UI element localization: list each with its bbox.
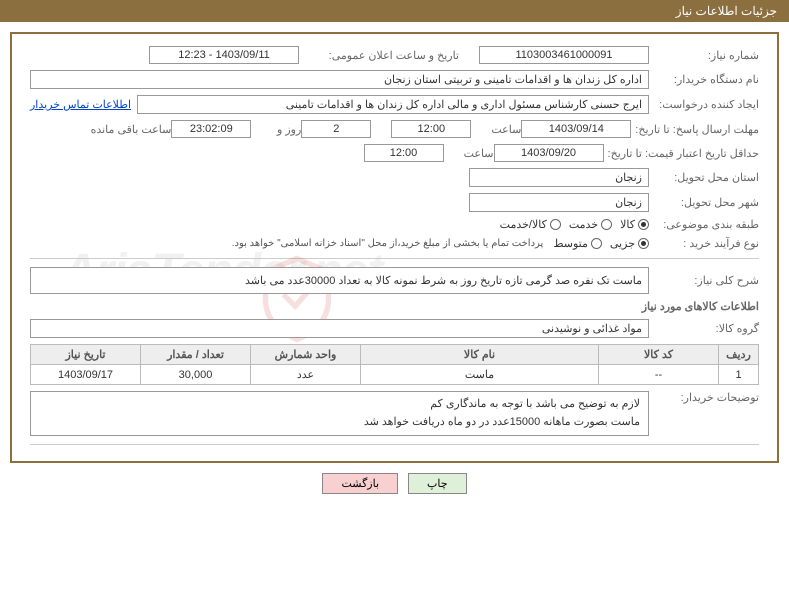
- radio-khedmat-label: خدمت: [569, 218, 598, 231]
- time-label-2: ساعت: [444, 147, 494, 160]
- th-row: ردیف: [719, 345, 759, 365]
- desc-field: ماست تک نفره صد گرمی تازه تاریخ روز به ش…: [30, 267, 649, 294]
- cell-code: --: [599, 365, 719, 385]
- requester-field: ایرج حسنی کارشناس مسئول اداری و مالی ادا…: [137, 95, 649, 114]
- goods-group-field: مواد غذائی و نوشیدنی: [30, 319, 649, 338]
- radio-kala-khedmat[interactable]: کالا/خدمت: [500, 218, 561, 231]
- goods-group-label: گروه کالا:: [649, 322, 759, 335]
- th-unit: واحد شمارش: [251, 345, 361, 365]
- city-field: زنجان: [469, 193, 649, 212]
- items-table: ردیف کد کالا نام کالا واحد شمارش تعداد /…: [30, 344, 759, 385]
- radio-kala-label: کالا: [620, 218, 635, 231]
- radio-jozei-label: جزیی: [610, 237, 635, 250]
- page-header: جزئیات اطلاعات نیاز: [0, 0, 789, 22]
- table-row: 1 -- ماست عدد 30,000 1403/09/17: [31, 365, 759, 385]
- category-radio-group: کالا خدمت کالا/خدمت: [500, 218, 649, 231]
- cell-qty: 30,000: [141, 365, 251, 385]
- th-qty: تعداد / مقدار: [141, 345, 251, 365]
- buyer-notes-line2: ماست بصورت ماهانه 15000عدد در دو ماه دری…: [39, 414, 640, 432]
- price-valid-time-field: 12:00: [364, 144, 444, 162]
- contact-link[interactable]: اطلاعات تماس خریدار: [30, 98, 131, 111]
- announce-field: 1403/09/11 - 12:23: [149, 46, 299, 64]
- req-number-label: شماره نیاز:: [649, 49, 759, 62]
- price-valid-label: حداقل تاریخ اعتبار قیمت: تا تاریخ:: [604, 147, 759, 160]
- cell-unit: عدد: [251, 365, 361, 385]
- buyer-notes-line1: لازم به توضیح می باشد با توجه به ماندگار…: [39, 396, 640, 414]
- print-button[interactable]: چاپ: [408, 473, 467, 494]
- table-header-row: ردیف کد کالا نام کالا واحد شمارش تعداد /…: [31, 345, 759, 365]
- time-label-1: ساعت: [471, 123, 521, 136]
- buyer-notes-label: توضیحات خریدار:: [649, 391, 759, 404]
- buyer-org-field: اداره کل زندان ها و اقدامات تامینی و ترب…: [30, 70, 649, 89]
- city-label: شهر محل تحویل:: [649, 196, 759, 209]
- main-form: AriaTender.net شماره نیاز: 1103003461000…: [10, 32, 779, 463]
- th-date: تاریخ نیاز: [31, 345, 141, 365]
- th-name: نام کالا: [361, 345, 599, 365]
- th-code: کد کالا: [599, 345, 719, 365]
- payment-note: پرداخت تمام یا بخشی از مبلغ خرید،از محل …: [232, 238, 544, 249]
- footer-buttons: چاپ بازگشت: [0, 473, 789, 494]
- separator-1: [30, 258, 759, 259]
- remaining-label: ساعت باقی مانده: [81, 123, 171, 136]
- buyer-notes-box: لازم به توضیح می باشد با توجه به ماندگار…: [30, 391, 649, 436]
- category-label: طبقه بندی موضوعی:: [649, 218, 759, 231]
- back-button[interactable]: بازگشت: [322, 473, 398, 494]
- radio-motavaset-label: متوسط: [553, 237, 588, 250]
- province-field: زنجان: [469, 168, 649, 187]
- desc-label: شرح کلی نیاز:: [649, 274, 759, 287]
- radio-khedmat[interactable]: خدمت: [569, 218, 612, 231]
- deadline-send-label: مهلت ارسال پاسخ: تا تاریخ:: [631, 123, 759, 136]
- requester-label: ایجاد کننده درخواست:: [649, 98, 759, 111]
- deadline-date-field: 1403/09/14: [521, 120, 631, 138]
- cell-name: ماست: [361, 365, 599, 385]
- req-number-field: 1103003461000091: [479, 46, 649, 64]
- radio-motavaset[interactable]: متوسط: [553, 237, 602, 250]
- announce-label: تاریخ و ساعت اعلان عمومی:: [299, 49, 459, 62]
- radio-kala[interactable]: کالا: [620, 218, 649, 231]
- cell-date: 1403/09/17: [31, 365, 141, 385]
- days-field: 2: [301, 120, 371, 138]
- purchase-radio-group: جزیی متوسط: [553, 237, 649, 250]
- countdown-field: 23:02:09: [171, 120, 251, 138]
- goods-info-title: اطلاعات کالاهای مورد نیاز: [30, 300, 759, 313]
- separator-2: [30, 444, 759, 445]
- header-title: جزئیات اطلاعات نیاز: [676, 4, 777, 18]
- buyer-org-label: نام دستگاه خریدار:: [649, 73, 759, 86]
- cell-row: 1: [719, 365, 759, 385]
- purchase-type-label: نوع فرآیند خرید :: [649, 237, 759, 250]
- price-valid-date-field: 1403/09/20: [494, 144, 604, 162]
- radio-kala-khedmat-label: کالا/خدمت: [500, 218, 547, 231]
- radio-jozei[interactable]: جزیی: [610, 237, 649, 250]
- deadline-time-field: 12:00: [391, 120, 471, 138]
- province-label: استان محل تحویل:: [649, 171, 759, 184]
- days-and-label: روز و: [251, 123, 301, 136]
